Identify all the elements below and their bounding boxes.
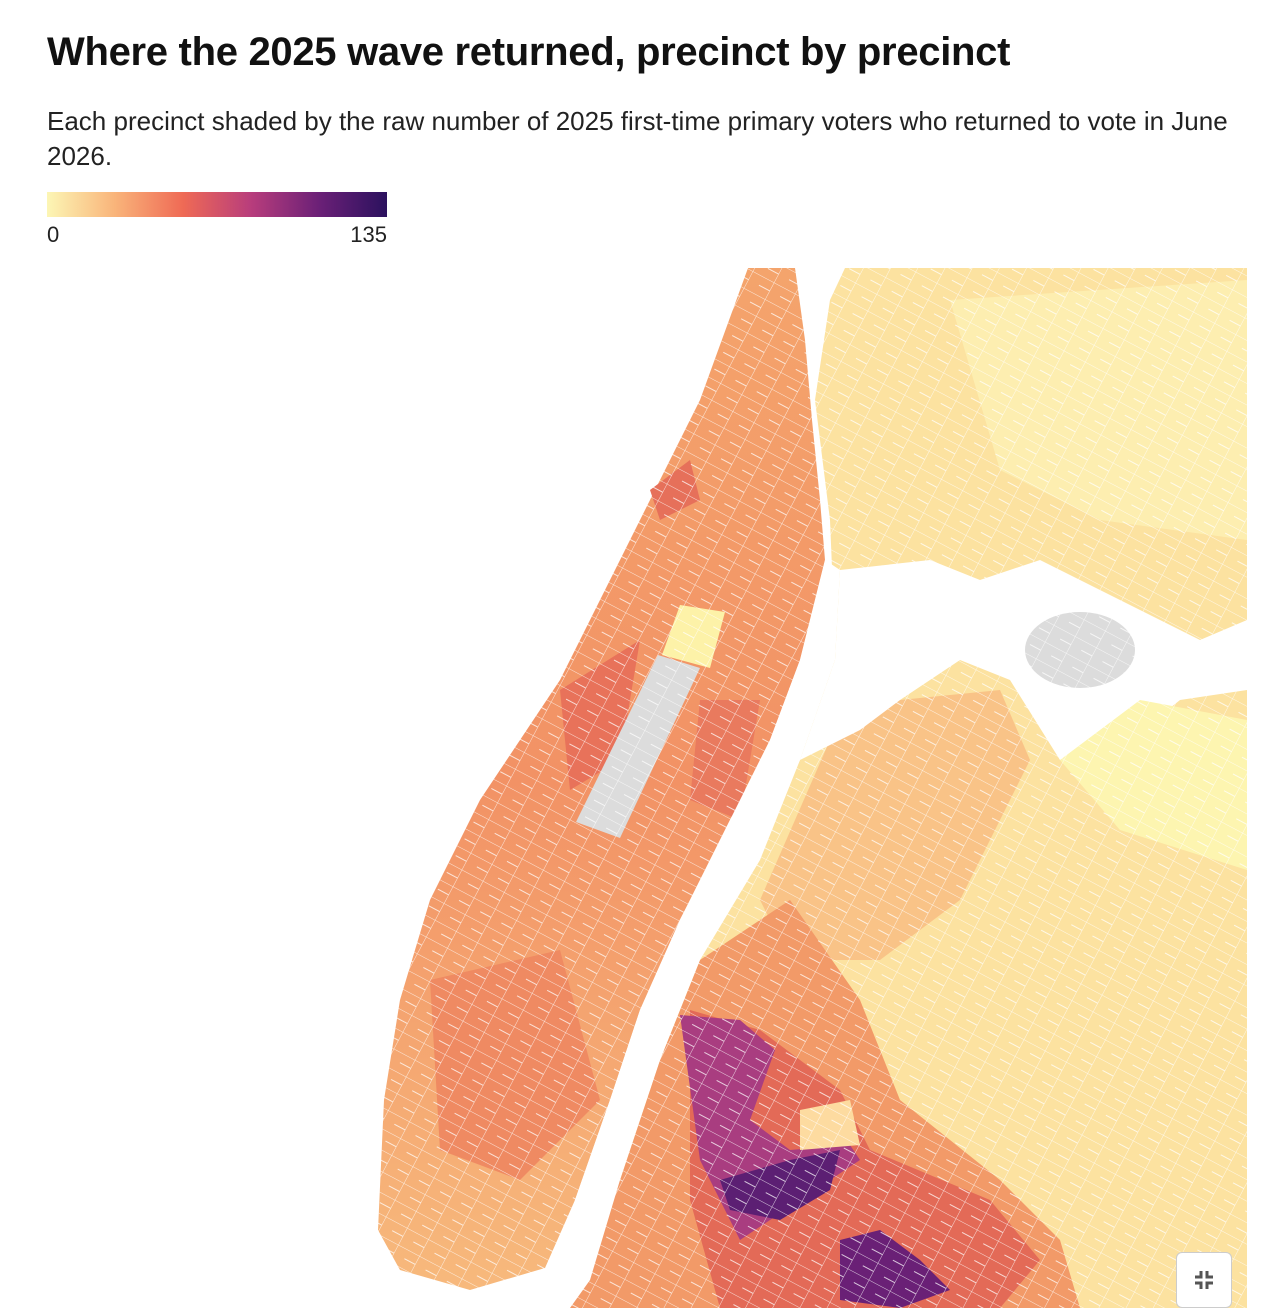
precinct-lines: [375, 268, 1247, 1308]
subtitle: Each precinct shaded by the raw number o…: [47, 106, 1228, 171]
legend: 0 135: [47, 192, 387, 247]
zoom-button[interactable]: [1176, 1252, 1232, 1308]
title: Where the 2025 wave returned, precinct b…: [47, 30, 1011, 74]
legend-ramp: [47, 192, 387, 217]
zoom-icon: [1195, 1271, 1213, 1289]
legend-min: 0: [47, 222, 60, 247]
legend-max: 135: [350, 222, 387, 247]
map-land: [375, 268, 1247, 1308]
